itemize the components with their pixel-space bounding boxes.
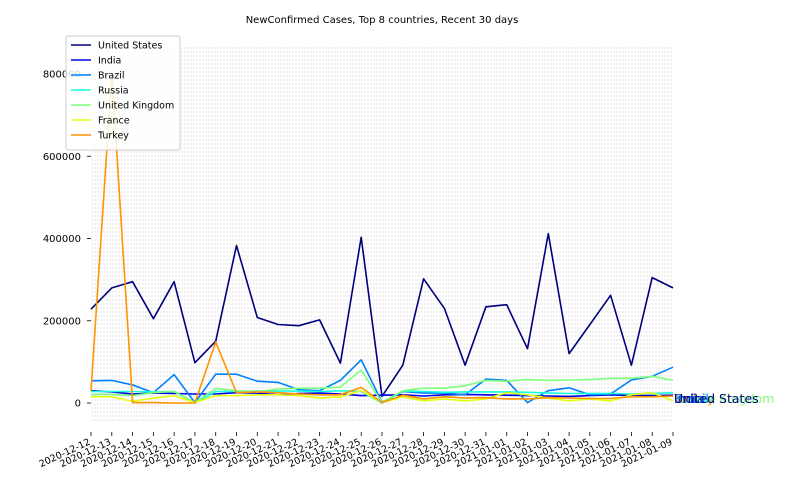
legend-entry: Brazil — [98, 71, 125, 82]
y-tick-label: 400000 — [43, 234, 81, 245]
end-label: Turkey — [673, 391, 715, 406]
legend-box — [65, 35, 181, 151]
end-label: Brazil — [674, 391, 709, 406]
legend-entry: United Kingdom — [98, 101, 174, 112]
end-labels: United KingdomFranceTurkeyRussiaIndiaBra… — [673, 391, 774, 406]
legend: United States India Brazil Russia United Kin… — [65, 35, 181, 151]
legend-entry: United States — [98, 41, 162, 52]
grid-lines — [91, 47, 673, 421]
end-label: United Kingdom — [674, 391, 774, 406]
y-tick-label: 200000 — [43, 316, 81, 327]
legend-entry: Turkey — [97, 131, 129, 142]
chart-title: NewConfirmed Cases, Top 8 countries, Rec… — [246, 15, 519, 26]
y-tick-label: 0 — [75, 399, 81, 410]
series-line-united-states — [90, 232, 674, 398]
end-label: United States — [674, 391, 759, 406]
legend-entry: France — [98, 116, 130, 127]
series-lines — [90, 73, 674, 404]
y-tick-label: 600000 — [43, 152, 81, 163]
series-line-turkey — [90, 73, 674, 404]
end-label: Russia — [674, 391, 714, 406]
legend-entry: Russia — [98, 86, 129, 97]
axes: 02000004000006000008000002020-12-122020-… — [38, 70, 675, 471]
y-tick-label: 800000 — [43, 70, 81, 81]
legend-entry: India — [98, 56, 121, 67]
end-label: France — [674, 391, 716, 406]
end-label: India — [674, 391, 705, 406]
